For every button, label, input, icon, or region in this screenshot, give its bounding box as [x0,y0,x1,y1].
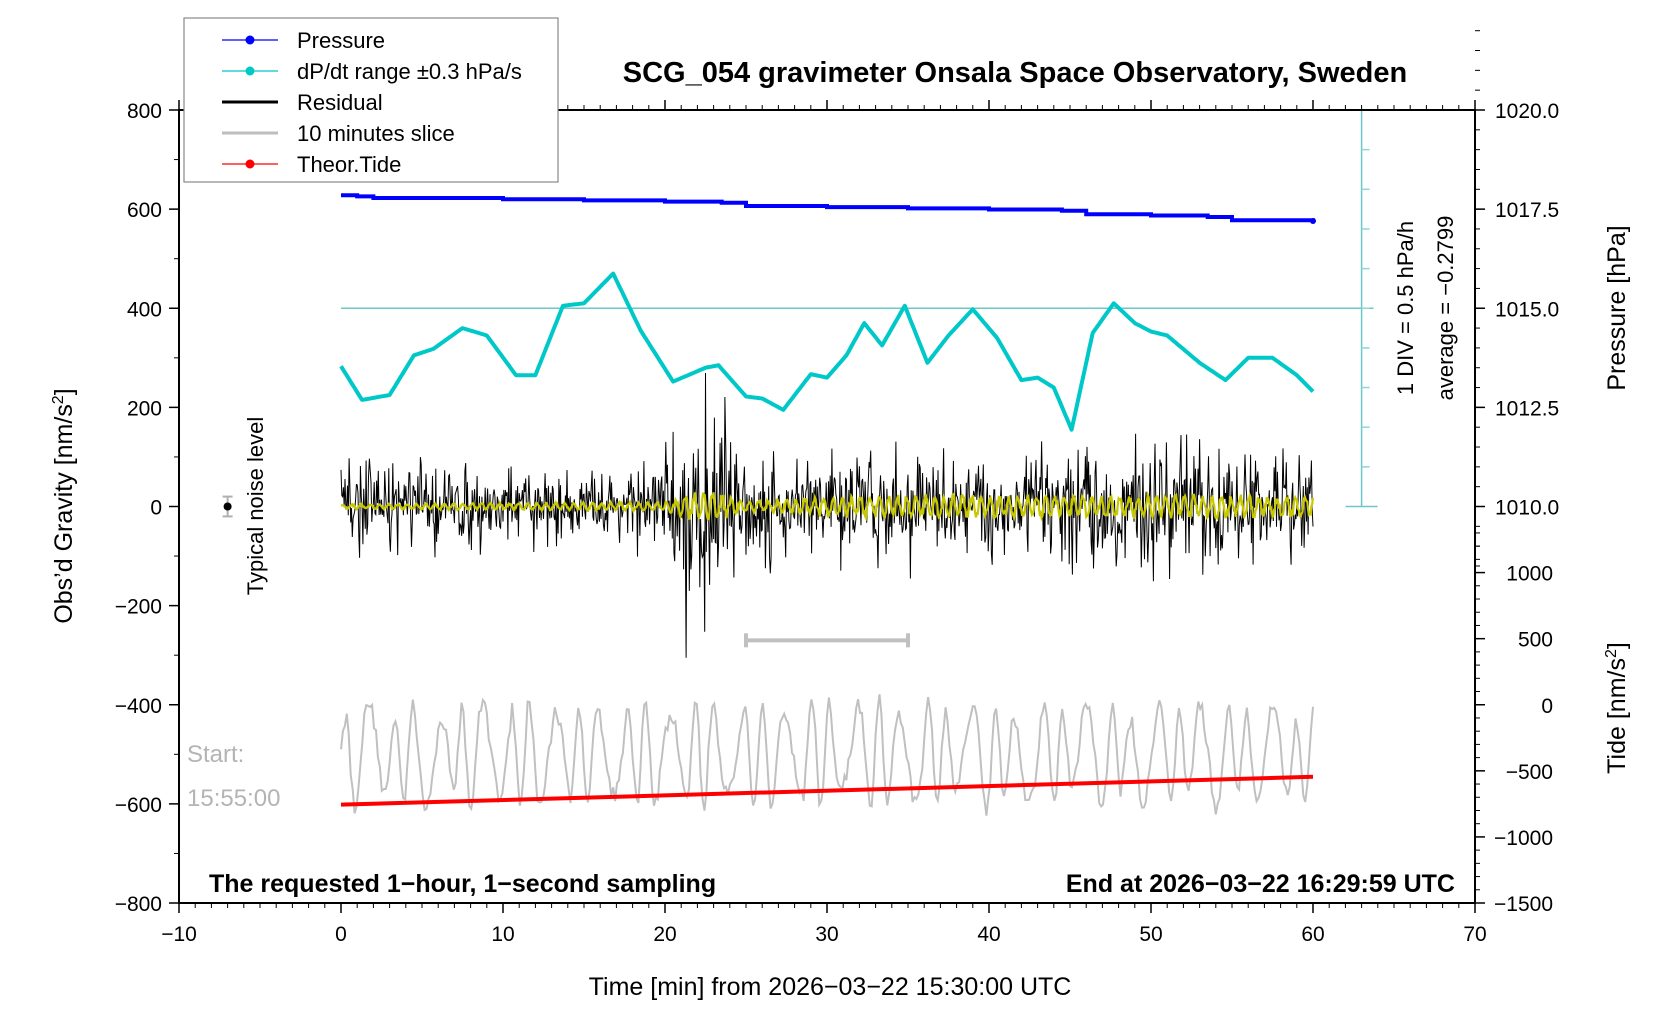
y-axis-tide-label-close: ] [1603,642,1631,649]
x-tick-label: 30 [815,923,838,946]
pressure-tick-label: 1012.5 [1495,397,1559,420]
legend-label: 10 minutes slice [297,121,455,146]
noise-level-point [223,502,232,511]
y-axis-tide-label-sup: 2 [1603,649,1620,658]
x-tick-label: 40 [977,923,1000,946]
div-label: 1 DIV = 0.5 hPa/h [1393,221,1418,395]
pressure-series-line [341,193,1315,223]
x-tick-label: −10 [161,923,197,946]
y-left-tick-label: −600 [115,794,162,817]
tide-tick-label: −500 [1506,761,1553,784]
plot-area [222,109,1378,816]
legend-label: dP/dt range ±0.3 hPa/s [297,59,522,84]
pressure-tick-label: 1010.0 [1495,497,1559,520]
x-tick-label: 70 [1463,923,1486,946]
legend-marker [245,66,255,76]
filtered-residual-line [341,490,1315,522]
y-left-tick-label: −800 [115,893,162,916]
plot-frame [178,109,1476,904]
pressure-tick-label: 1015.0 [1495,298,1559,321]
dpdt-series-line [339,271,1315,432]
y-axis-tide-label: Tide [nm/s2] [1603,642,1631,774]
pressure-tick-label: 1020.0 [1495,100,1559,123]
y-left-tick-label: 800 [127,100,162,123]
y-left-tick-label: −200 [115,596,162,619]
legend: Pressure dP/dt range ±0.3 hPa/s Residual 10… [183,17,559,183]
bottom-left-note: The requested 1−hour, 1−second sampling [209,870,716,898]
tide-tick-label: −1500 [1494,893,1553,916]
y-left-tick-label: −400 [115,695,162,718]
y-left-tick-label: 200 [127,397,162,420]
y-axis-left-label-base: Obs’d Gravity [nm/s [50,404,78,624]
x-tick-label: 60 [1301,923,1324,946]
y-left-tick-label: 400 [127,298,162,321]
x-tick-label: 50 [1139,923,1162,946]
tide-tick-label: −1000 [1494,827,1553,850]
y-axis-left-label-close: ] [50,388,78,395]
average-label: average = −0.2799 [1433,216,1458,401]
bottom-right-note: End at 2026−03−22 16:29:59 UTC [1066,870,1455,898]
x-tick-label: 0 [335,923,347,946]
legend-label: Theor.Tide [297,152,401,177]
legend-marker [245,35,255,45]
y-left-tick-label: 0 [150,497,162,520]
legend-marker [245,159,255,169]
legend-box [183,17,559,183]
y-left-tick-label: 600 [127,199,162,222]
tide-tick-label: 500 [1518,629,1553,652]
noise-level-label: Typical noise level [243,417,268,596]
x-tick-label: 20 [653,923,676,946]
y-axis-left-label: Obs’d Gravity [nm/s2] [50,388,78,623]
pressure-end-point [1310,218,1316,225]
start-time: 15:55:00 [187,785,280,812]
pressure-tick-label: 1017.5 [1495,199,1559,222]
y-axis-pressure-label: Pressure [hPa] [1603,225,1631,390]
legend-label: Pressure [297,28,385,53]
y-axis-left-label-sup: 2 [50,395,67,404]
slice-series-line [340,694,1314,816]
x-axis-label: Time [min] from 2026−03−22 15:30:00 UTC [589,973,1072,1001]
y-axis-tide-label-base: Tide [nm/s [1603,658,1631,774]
tide-series-line [340,774,1314,807]
legend-label: Residual [297,90,383,115]
x-tick-label: 10 [491,923,514,946]
chart-title: SCG_054 gravimeter Onsala Space Observat… [623,57,1407,89]
tide-tick-label: 1000 [1506,563,1553,586]
tide-tick-label: 0 [1541,695,1553,718]
start-label: Start: [187,741,244,768]
